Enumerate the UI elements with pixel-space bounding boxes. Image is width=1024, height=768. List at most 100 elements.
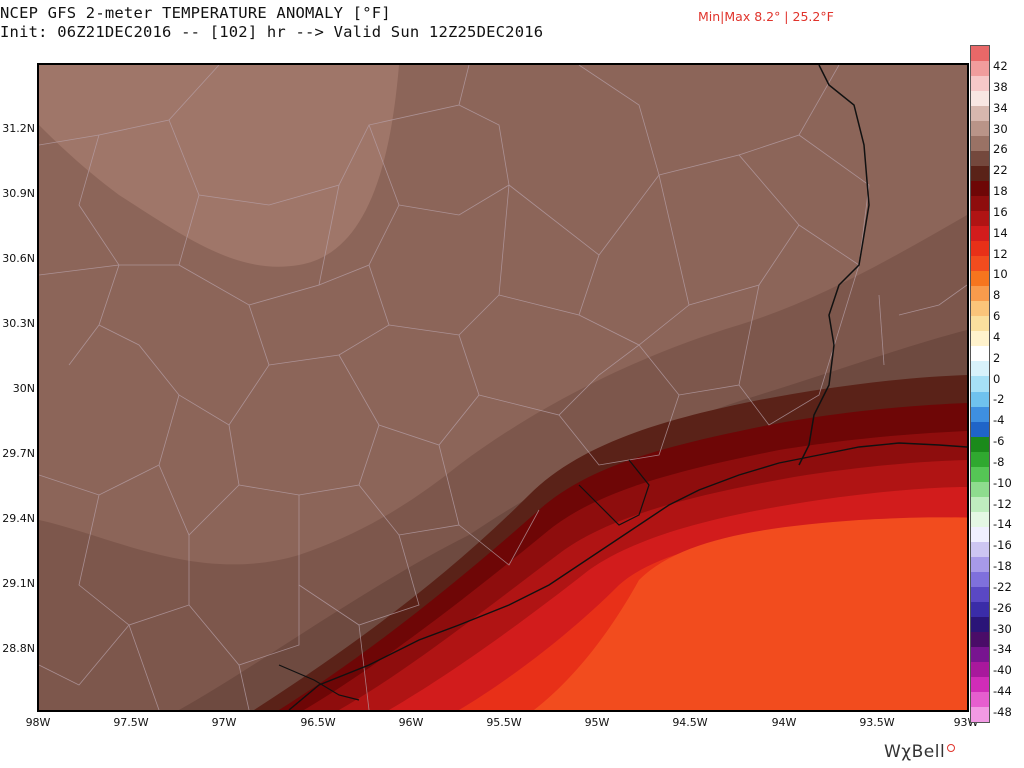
color-swatch: [971, 271, 989, 287]
latitude-label: 30.3N: [2, 317, 35, 330]
color-scale-label: -48: [993, 705, 1012, 719]
color-swatch: [971, 46, 989, 62]
color-scale-label: 26: [993, 142, 1008, 157]
color-scale-label: -44: [993, 684, 1012, 699]
min-max-readout: Min|Max 8.2° | 25.2°F: [698, 9, 834, 24]
color-swatch: [971, 661, 989, 678]
color-swatch: [971, 451, 989, 468]
temperature-anomaly-map[interactable]: [37, 63, 969, 712]
longitude-label: 97.5W: [113, 716, 149, 729]
color-swatch: [971, 346, 989, 362]
color-scale-label: 10: [993, 267, 1008, 282]
latitude-label: 30.6N: [2, 252, 35, 265]
color-swatch: [971, 556, 989, 573]
matagorda-bay-shore: [278, 664, 360, 701]
color-scale-label: -40: [993, 663, 1012, 678]
color-swatch: [971, 541, 989, 558]
color-swatch: [971, 436, 989, 453]
longitude-label: 93.5W: [859, 716, 895, 729]
color-scale-label: -30: [993, 621, 1012, 636]
color-swatch: [971, 121, 989, 137]
logo-text: WχBell: [884, 742, 946, 762]
color-swatch: [971, 601, 989, 618]
color-scale-label: -2: [993, 392, 1005, 407]
longitude-label: 96W: [398, 716, 424, 729]
color-swatch: [971, 631, 989, 648]
color-swatch: [971, 571, 989, 588]
color-scale-label: -4: [993, 413, 1005, 428]
longitude-label: 95.5W: [486, 716, 522, 729]
color-scale-label: -14: [993, 517, 1012, 532]
color-scale-label: -34: [993, 642, 1012, 657]
color-swatch: [971, 526, 989, 543]
color-swatch: [971, 586, 989, 603]
longitude-label: 94.5W: [672, 716, 708, 729]
color-swatch: [971, 706, 989, 723]
coastline: [288, 442, 967, 710]
color-swatch: [971, 301, 989, 317]
longitude-label: 96.5W: [300, 716, 336, 729]
color-swatch: [971, 496, 989, 513]
color-swatch: [971, 136, 989, 152]
color-swatch: [971, 361, 989, 377]
latitude-label: 29.7N: [2, 447, 35, 460]
color-swatch: [971, 166, 989, 182]
color-scale-label: -12: [993, 496, 1012, 511]
latitude-label: 28.8N: [2, 642, 35, 655]
county-borders: [39, 65, 967, 710]
title-line-2: Init: 06Z21DEC2016 -- [102] hr --> Valid…: [0, 23, 544, 41]
color-swatch: [971, 331, 989, 347]
color-swatch: [971, 106, 989, 122]
color-scale-label: 18: [993, 184, 1008, 199]
map-canvas: [39, 65, 967, 710]
color-swatch: [971, 466, 989, 483]
color-scale-label: -6: [993, 434, 1005, 449]
logo-mark-icon: [947, 744, 956, 752]
color-scale-label: -10: [993, 475, 1012, 490]
color-swatch: [971, 226, 989, 242]
color-swatch: [971, 286, 989, 302]
color-scale-label: -8: [993, 454, 1005, 469]
longitude-label: 95W: [584, 716, 610, 729]
color-scale-label: 4: [993, 329, 1001, 344]
color-swatch: [971, 256, 989, 272]
galveston-bay-shore: [578, 459, 650, 526]
color-swatch: [971, 511, 989, 528]
color-swatch: [971, 181, 989, 197]
color-scale-label: -18: [993, 559, 1012, 574]
latitude-label: 29.1N: [2, 577, 35, 590]
wxbell-logo: WχBell: [884, 742, 956, 762]
color-swatch: [971, 421, 989, 438]
color-scale-label: 34: [993, 100, 1008, 115]
color-swatch: [971, 61, 989, 77]
anomaly-band-7: [534, 517, 967, 710]
latitude-label: 31.2N: [2, 122, 35, 135]
color-swatch: [971, 646, 989, 663]
anomaly-field-light: [39, 65, 399, 267]
color-swatch: [971, 481, 989, 498]
color-scale-label: 12: [993, 246, 1008, 261]
color-swatch: [971, 376, 989, 392]
color-scale-label: -26: [993, 600, 1012, 615]
color-swatch: [971, 616, 989, 633]
color-scale-label: 30: [993, 121, 1008, 136]
color-swatch: [971, 676, 989, 693]
color-swatch: [971, 211, 989, 227]
color-scale-label: 22: [993, 163, 1008, 178]
color-scale-label: 42: [993, 59, 1008, 73]
longitude-label: 98W: [25, 716, 51, 729]
color-swatch: [971, 91, 989, 107]
title-line-1: NCEP GFS 2-meter TEMPERATURE ANOMALY [°F…: [0, 4, 391, 22]
color-swatch: [971, 151, 989, 167]
color-scale-label: 2: [993, 350, 1001, 365]
color-scale-label: 14: [993, 225, 1008, 240]
color-swatch: [971, 406, 989, 423]
color-scale-label: -22: [993, 579, 1012, 594]
latitude-label: 30N: [12, 382, 35, 395]
color-swatch: [971, 316, 989, 332]
state-border: [798, 65, 870, 466]
color-scale-label: 8: [993, 288, 1001, 303]
map-title: NCEP GFS 2-meter TEMPERATURE ANOMALY [°F…: [0, 4, 700, 42]
latitude-label: 30.9N: [2, 187, 35, 200]
color-scale-label: 16: [993, 204, 1008, 219]
